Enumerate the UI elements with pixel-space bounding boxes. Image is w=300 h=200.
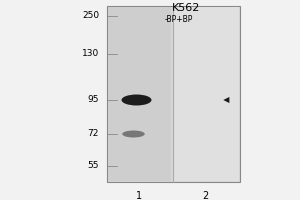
Text: K562: K562 — [172, 3, 200, 13]
Text: 95: 95 — [88, 96, 99, 104]
Bar — [108, 7, 171, 181]
Text: 1: 1 — [136, 191, 142, 200]
Text: -BP+BP: -BP+BP — [164, 15, 193, 24]
Bar — [106, 6, 240, 182]
Text: 250: 250 — [82, 11, 99, 21]
Ellipse shape — [122, 131, 145, 138]
Text: 2: 2 — [202, 191, 208, 200]
Text: 55: 55 — [88, 162, 99, 170]
Text: 130: 130 — [82, 49, 99, 58]
Ellipse shape — [122, 95, 152, 106]
Text: 72: 72 — [88, 130, 99, 139]
Bar — [174, 7, 239, 181]
